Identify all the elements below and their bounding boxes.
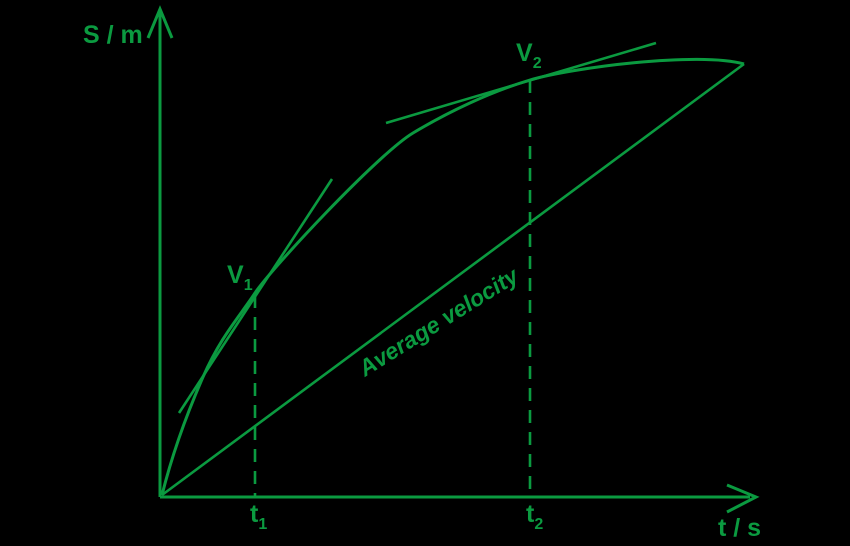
t1-label-base: t (250, 500, 259, 528)
average-velocity-chord (161, 62, 745, 497)
y-axis-label: S / m (83, 21, 143, 49)
distance-time-curve (160, 57, 745, 496)
t1-label-subscript: 1 (258, 516, 267, 533)
t2-tick-label: t2 (526, 500, 543, 533)
v2-label-subscript: 2 (533, 55, 542, 72)
v1-label-subscript: 1 (244, 277, 253, 294)
y-axis-arrow-icon (146, 5, 174, 39)
v2-label-base: V (516, 39, 533, 67)
x-axis-label: t / s (718, 514, 761, 542)
average-velocity-annotation: Average velocity (353, 262, 524, 382)
t2-label-base: t (526, 500, 535, 528)
t2-label-subscript: 2 (534, 516, 543, 533)
tangent-line-v2 (385, 41, 657, 125)
v1-label: V1 (227, 261, 253, 294)
v2-label: V2 (516, 39, 542, 72)
v1-label-base: V (227, 261, 244, 289)
x-axis-arrow-icon (726, 483, 760, 514)
t1-tick-label: t1 (250, 500, 267, 533)
